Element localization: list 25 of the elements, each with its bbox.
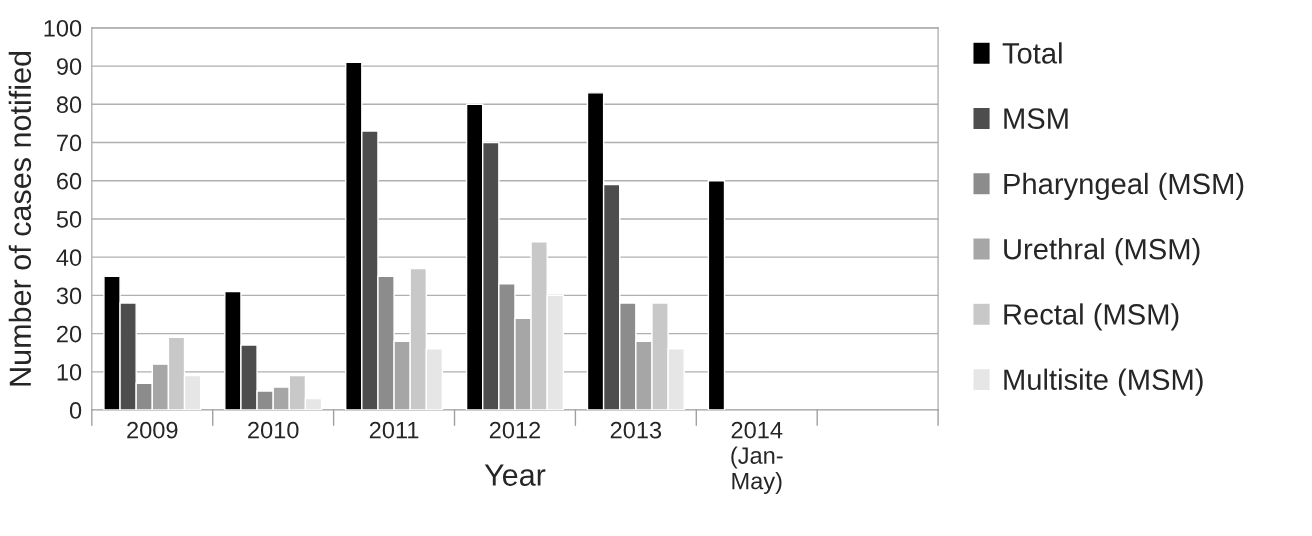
y-tick-label: 60 (57, 172, 82, 190)
x-tick-label: 2010 (248, 421, 299, 439)
x-tick-label: 2009 (127, 421, 178, 439)
legend-label: Multisite (MSM) (1004, 368, 1203, 396)
legend-label: MSM (1004, 108, 1068, 129)
x-axis-title: Year (484, 464, 546, 486)
y-tick-label: 0 (69, 402, 82, 419)
legend-label: Urethral (MSM) (1004, 238, 1200, 266)
y-tick-label: 10 (57, 363, 82, 381)
x-tick-label: 2014 (Jan- May) (731, 421, 783, 495)
y-tick-label: 100 (44, 19, 82, 37)
x-tick-label: 2013 (610, 421, 662, 439)
y-tick-label: 50 (56, 211, 82, 228)
y-tick-label: 30 (56, 287, 82, 305)
x-tick-label: 2011 (369, 421, 419, 439)
legend-label: Total (1002, 42, 1062, 64)
y-tick-label: 70 (57, 134, 82, 152)
y-tick-label: 40 (56, 249, 82, 266)
y-tick-label: 20 (57, 325, 82, 343)
x-tick-label: 2012 (489, 421, 541, 439)
y-tick-label: 80 (56, 96, 82, 114)
legend-label: Pharyngeal (MSM) (1004, 172, 1244, 200)
y-axis-title: Number of cases notified (8, 51, 32, 386)
y-tick-label: 90 (56, 58, 82, 75)
legend-label: Rectal (MSM) (1004, 303, 1179, 331)
